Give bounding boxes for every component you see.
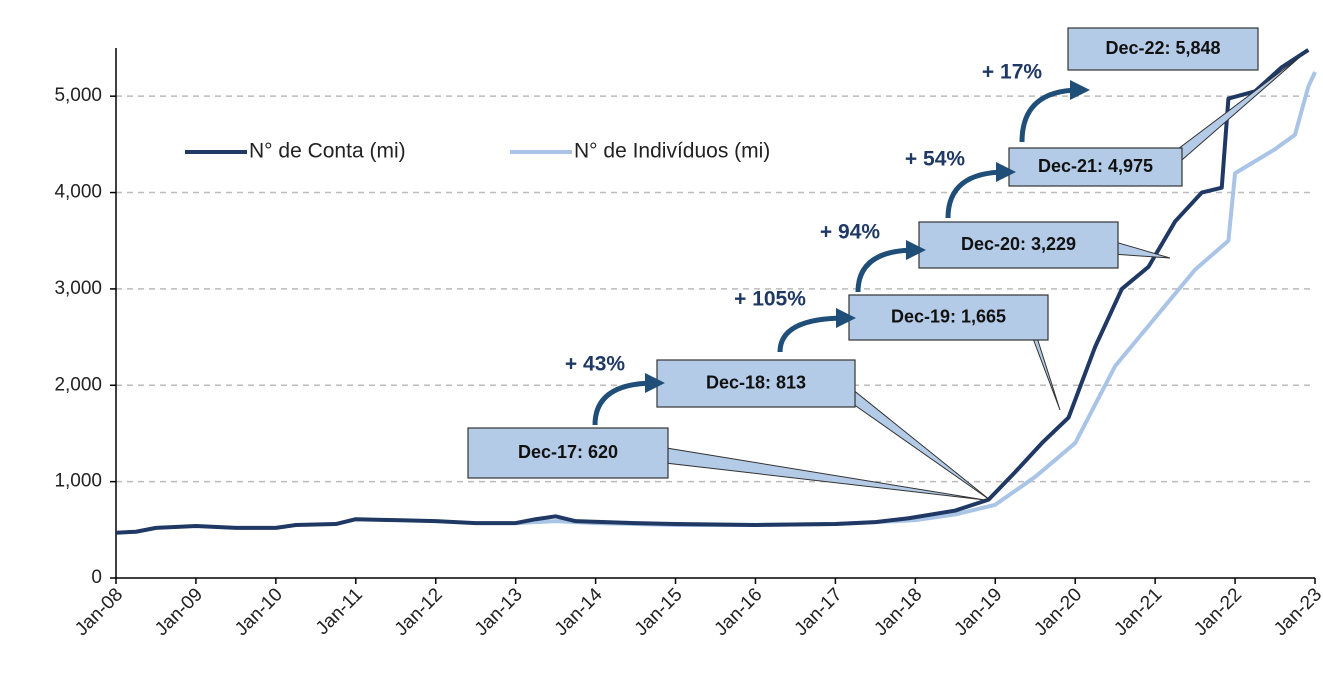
callout-pointer (1164, 56, 1301, 177)
growth-arrow (1019, 80, 1090, 143)
y-tick-label: 2,000 (54, 374, 102, 395)
callout-box (848, 294, 1049, 341)
growth-label: + 17% (982, 61, 1042, 84)
callout-box (918, 221, 1119, 269)
y-tick-label: 0 (91, 567, 102, 588)
growth-label: + 94% (820, 221, 880, 244)
x-tick-label: Jan-21 (1110, 584, 1166, 640)
x-tick-label: Jan-13 (471, 584, 527, 640)
callout-box (1008, 147, 1183, 187)
x-tick-label: Jan-16 (711, 584, 767, 640)
callout-box (1067, 27, 1259, 71)
x-tick-label: Jan-11 (312, 584, 367, 639)
y-tick-label: 4,000 (54, 182, 102, 203)
callout-text: Dec-17: 620 (518, 442, 618, 462)
callout-text: Dec-21: 4,975 (1038, 156, 1153, 176)
callout-box (656, 359, 856, 408)
callout-pointer (647, 444, 986, 501)
x-tick-label: Jan-17 (791, 584, 847, 640)
callout-box (467, 427, 669, 479)
growth-label: + 54% (905, 148, 965, 171)
callout-text: Dec-19: 1,665 (891, 306, 1006, 326)
callout-text: Dec-18: 813 (706, 372, 806, 392)
x-tick-label: Jan-19 (950, 584, 1006, 640)
growth-arrow (777, 308, 856, 353)
x-tick-label: Jan-23 (1270, 584, 1323, 640)
growth-arrow (592, 373, 665, 426)
callout-text: Dec-22: 5,848 (1105, 38, 1220, 58)
x-tick-label: Jan-18 (870, 584, 926, 640)
growth-arrow (945, 162, 1016, 219)
legend-label: N° de Indivíduos (mi) (574, 140, 770, 163)
growth-label: + 105% (734, 288, 806, 311)
growth-arrow (855, 240, 926, 293)
x-tick-label: Jan-10 (231, 584, 287, 640)
y-tick-label: 3,000 (54, 278, 102, 299)
x-tick-label: Jan-20 (1030, 584, 1086, 640)
x-tick-label: Jan-14 (551, 584, 607, 640)
growth-label: + 43% (565, 353, 625, 376)
x-tick-label: Jan-08 (71, 584, 127, 640)
x-tick-label: Jan-09 (151, 584, 207, 640)
y-tick-label: 5,000 (54, 85, 102, 106)
legend-label: N° de Conta (mi) (249, 140, 406, 163)
x-tick-label: Jan-22 (1190, 584, 1246, 640)
series-line (115, 48, 1310, 535)
x-tick-label: Jan-15 (631, 584, 687, 640)
callout-text: Dec-20: 3,229 (961, 234, 1076, 254)
y-tick-label: 1,000 (54, 471, 102, 492)
x-tick-label: Jan-12 (391, 584, 447, 640)
